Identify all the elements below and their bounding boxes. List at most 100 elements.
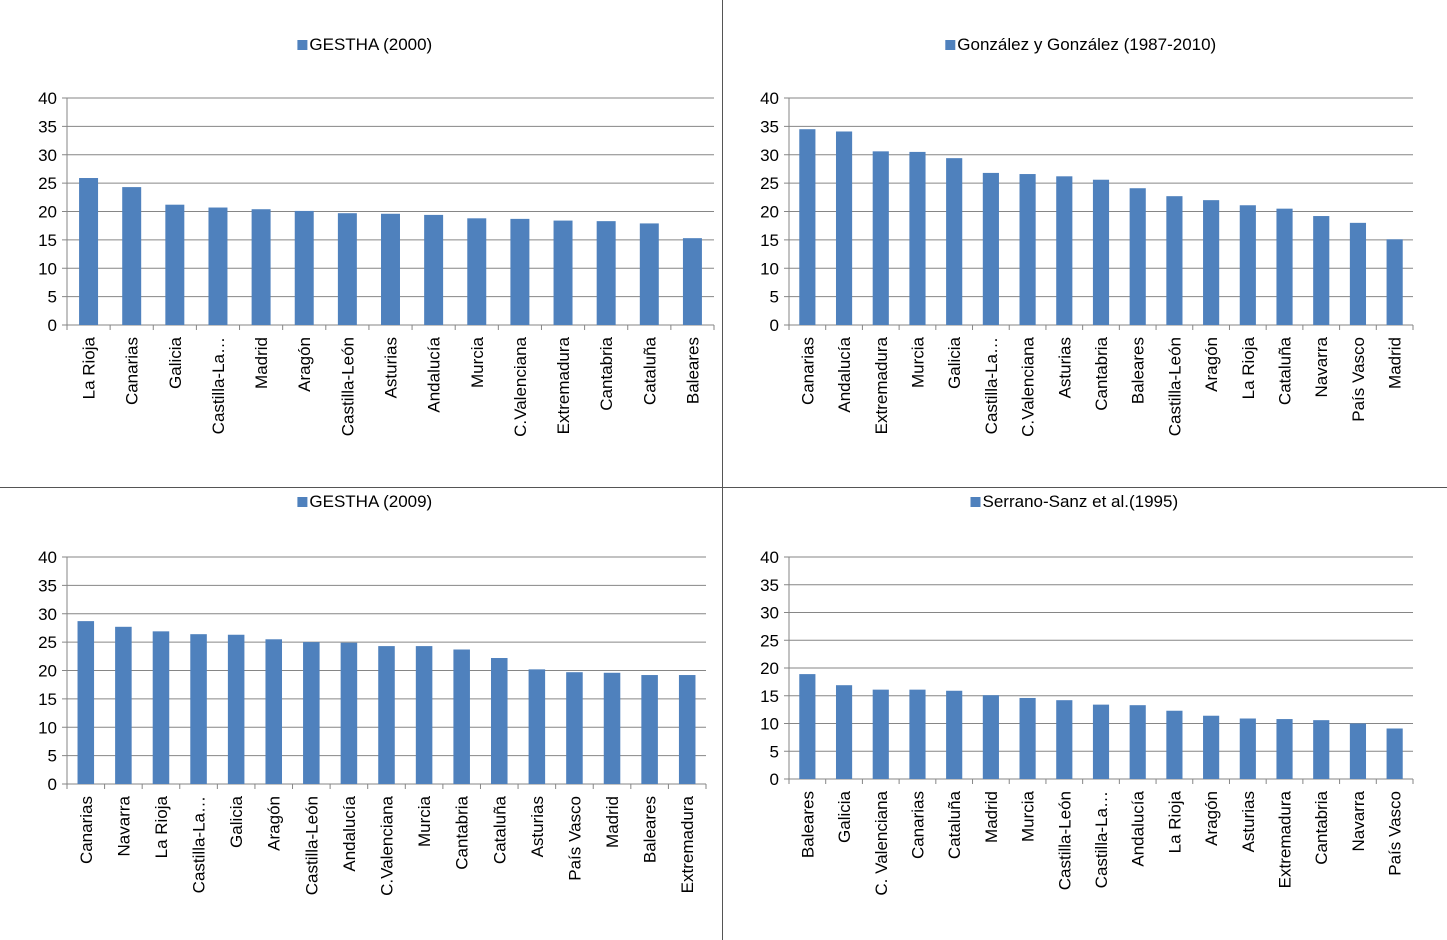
y-tick-label: 20 xyxy=(38,662,57,681)
y-tick-label: 0 xyxy=(48,316,57,335)
bar xyxy=(1092,179,1110,325)
bar xyxy=(1129,188,1146,325)
x-tick-label: La Rioja xyxy=(80,336,99,399)
bar xyxy=(1056,700,1073,779)
y-tick-label: 5 xyxy=(48,288,57,307)
chart-gonzalez-1987-2010: 0 5 10 15 20 25 30 35 40 Canarias Andalucía Extrema… xyxy=(723,0,1446,487)
y-tick-label: 20 xyxy=(760,659,779,678)
x-tick-label: Castilla-León xyxy=(302,796,321,895)
legend-swatch xyxy=(297,40,308,50)
bar xyxy=(553,220,573,325)
bar xyxy=(946,158,963,325)
y-tick-label: 0 xyxy=(770,316,779,335)
x-tick-label: Baleares xyxy=(1129,337,1148,404)
bar xyxy=(378,646,395,784)
bar xyxy=(1019,174,1036,325)
bar xyxy=(946,690,963,779)
x-tick-label: Cataluña xyxy=(1276,336,1295,405)
bar xyxy=(1349,723,1367,779)
x-tick-label: Madrid xyxy=(982,791,1001,843)
x-tick-label: C.Valenciana xyxy=(1019,336,1038,436)
bar xyxy=(165,204,185,325)
bar xyxy=(1239,205,1256,325)
bar xyxy=(596,221,616,325)
legend-label: GESTHA (2000) xyxy=(309,35,432,54)
y-tick-label: 20 xyxy=(760,203,779,222)
bar xyxy=(1166,710,1183,779)
bar xyxy=(294,210,314,325)
x-tick-label: Madrid xyxy=(252,337,271,389)
x-tick-label: Cantabria xyxy=(1092,336,1111,410)
y-tick-label: 30 xyxy=(38,605,57,624)
y-tick-label: 30 xyxy=(760,604,779,623)
x-tick-label: Galicia xyxy=(227,795,246,848)
x-tick-label: Castilla-La… xyxy=(1092,791,1111,888)
y-tick-label: 35 xyxy=(760,576,779,595)
y-tick-label: 15 xyxy=(38,231,57,250)
x-tick-label: Murcia xyxy=(415,795,434,847)
bar xyxy=(77,621,95,784)
x-tick-label: País Vasco xyxy=(565,796,584,881)
bar xyxy=(872,151,889,325)
bar xyxy=(566,672,583,784)
y-tick-label: 40 xyxy=(760,89,779,108)
bar xyxy=(1276,719,1293,779)
x-tick-label: Castilla-León xyxy=(1055,791,1074,890)
x-tick-label: Navarra xyxy=(1312,336,1331,397)
x-tick-label: Galicia xyxy=(835,790,854,843)
y-tick-label: 30 xyxy=(760,146,779,165)
x-tick-label: Asturias xyxy=(1055,337,1074,398)
bar xyxy=(1166,196,1183,325)
x-tick-label: Asturias xyxy=(528,796,547,857)
legend-swatch xyxy=(945,40,956,50)
bar xyxy=(1092,704,1110,779)
x-tick-label: Madrid xyxy=(1386,337,1405,389)
y-tick-label: 35 xyxy=(38,576,57,595)
y-tick-label: 40 xyxy=(38,548,57,567)
bar xyxy=(872,689,889,779)
x-tick-label: Asturias xyxy=(1239,791,1258,852)
legend-swatch xyxy=(297,497,308,507)
bar xyxy=(835,685,853,779)
x-tick-label: País Vasco xyxy=(1386,791,1405,876)
x-tick-label: Cataluña xyxy=(640,336,659,405)
horizontal-divider xyxy=(0,487,1447,488)
x-tick-label: Navarra xyxy=(1349,790,1368,851)
bar xyxy=(799,674,816,779)
x-tick-label: Galicia xyxy=(166,336,185,389)
x-tick-label: Aragón xyxy=(1202,791,1221,846)
x-tick-label: Asturias xyxy=(382,337,401,398)
bar xyxy=(1239,718,1256,779)
x-tick-label: Baleares xyxy=(641,796,660,863)
bar xyxy=(1203,715,1220,779)
y-tick-label: 5 xyxy=(770,288,779,307)
x-tick-label: Cataluña xyxy=(490,795,509,864)
y-tick-label: 40 xyxy=(760,548,779,567)
legend-swatch xyxy=(970,497,981,507)
x-tick-label: Castilla-La… xyxy=(190,796,209,893)
x-tick-label: Extremadura xyxy=(872,336,891,434)
x-tick-label: C.Valenciana xyxy=(511,336,530,436)
bar xyxy=(510,218,530,325)
bar xyxy=(1203,200,1220,325)
x-tick-label: Madrid xyxy=(603,796,622,848)
y-tick-label: 15 xyxy=(760,231,779,250)
y-tick-label: 35 xyxy=(760,117,779,136)
x-tick-label: Extremadura xyxy=(554,336,573,434)
bar xyxy=(682,238,702,325)
bar xyxy=(982,172,999,325)
bar xyxy=(639,223,659,325)
x-tick-label: La Rioja xyxy=(1165,790,1184,853)
bar xyxy=(227,634,245,784)
x-tick-label: Canarias xyxy=(908,791,927,859)
x-tick-label: Aragón xyxy=(265,796,284,851)
bar xyxy=(303,642,320,784)
x-tick-label: Castilla-La… xyxy=(982,337,1001,434)
x-tick-label: La Rioja xyxy=(152,795,171,858)
x-tick-label: Extremadura xyxy=(678,795,697,893)
x-tick-label: Aragón xyxy=(295,337,314,392)
y-tick-label: 15 xyxy=(760,687,779,706)
bar xyxy=(1386,239,1403,325)
bar xyxy=(190,634,207,784)
bar xyxy=(1349,222,1367,325)
